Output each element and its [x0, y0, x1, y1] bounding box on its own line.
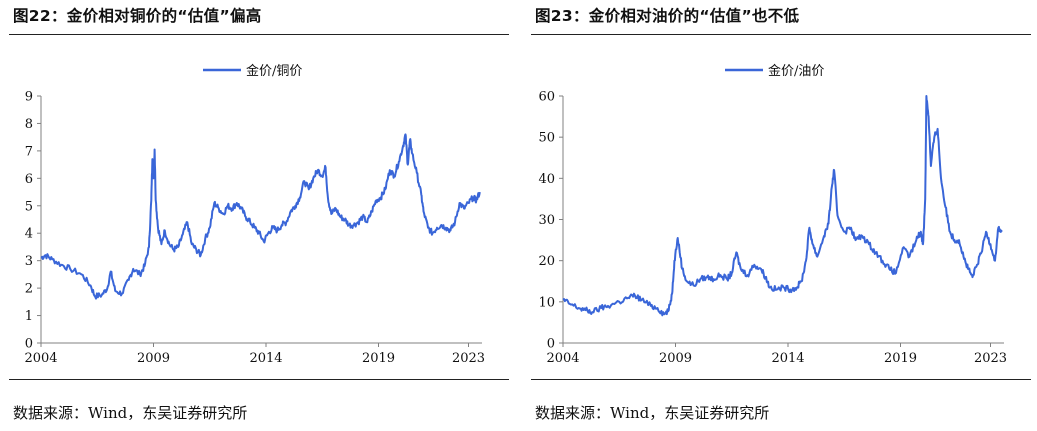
- legend-label: 金价/油价: [768, 63, 824, 79]
- x-tick-label: 2009: [137, 351, 170, 366]
- chart-panel-gold-oil: 图23：金价相对油价的“估值”也不低 金价/油价 0 10 20 30 40 50 60 200…: [527, 0, 1035, 431]
- source-note: 数据来源：Wind，东吴证券研究所: [13, 404, 248, 422]
- y-tick-label: 10: [538, 295, 555, 310]
- x-tick-label: 2014: [249, 351, 282, 366]
- y-tick-label: 9: [25, 90, 33, 105]
- x-tick-label: 2023: [974, 351, 1007, 366]
- y-tick-label: 6: [25, 172, 33, 187]
- bottom-divider: [9, 379, 509, 380]
- chart-svg: 金价/油价 0 10 20 30 40 50 60 2004 2009 2014 2019 2023: [538, 63, 1007, 366]
- y-tick-label: 20: [538, 254, 555, 269]
- x-tick-label: 2004: [546, 351, 579, 366]
- y-tick-label: 1: [25, 309, 33, 324]
- y-tick-label: 50: [538, 131, 555, 146]
- y-tick-label: 30: [538, 213, 555, 228]
- y-tick-label: 7: [25, 144, 33, 159]
- chart-title: 图23：金价相对油价的“估值”也不低: [535, 7, 800, 25]
- bottom-divider: [531, 379, 1031, 380]
- x-tick-label: 2019: [884, 351, 917, 366]
- legend-label: 金价/铜价: [246, 63, 302, 79]
- y-tick-label: 60: [538, 90, 555, 105]
- x-tick-label: 2009: [659, 351, 692, 366]
- x-tick-label: 2023: [452, 351, 485, 366]
- series-line: [40, 133, 481, 300]
- title-divider: [9, 34, 509, 35]
- y-tick-label: 2: [25, 282, 33, 297]
- y-tick-label: 5: [25, 199, 33, 214]
- x-tick-label: 2019: [362, 351, 395, 366]
- x-tick-label: 2014: [771, 351, 804, 366]
- series-line: [562, 95, 1003, 317]
- y-tick-label: 8: [25, 117, 33, 132]
- title-divider: [531, 34, 1031, 35]
- chart-title: 图22：金价相对铜价的“估值”偏高: [13, 7, 262, 25]
- y-tick-label: 0: [25, 337, 33, 352]
- y-tick-label: 3: [25, 254, 33, 269]
- chart-panel-gold-copper: 图22：金价相对铜价的“估值”偏高 金价/铜价 0 1 2 3 4 5 6 7 8 9 2004 200…: [5, 0, 513, 431]
- y-tick-label: 0: [547, 337, 555, 352]
- source-note: 数据来源：Wind，东吴证券研究所: [535, 404, 770, 422]
- x-tick-label: 2004: [24, 351, 57, 366]
- chart-svg: 金价/铜价 0 1 2 3 4 5 6 7 8 9 2004 2009 2014 2019 2023: [24, 63, 485, 366]
- y-tick-label: 4: [25, 227, 33, 242]
- y-tick-label: 40: [538, 172, 555, 187]
